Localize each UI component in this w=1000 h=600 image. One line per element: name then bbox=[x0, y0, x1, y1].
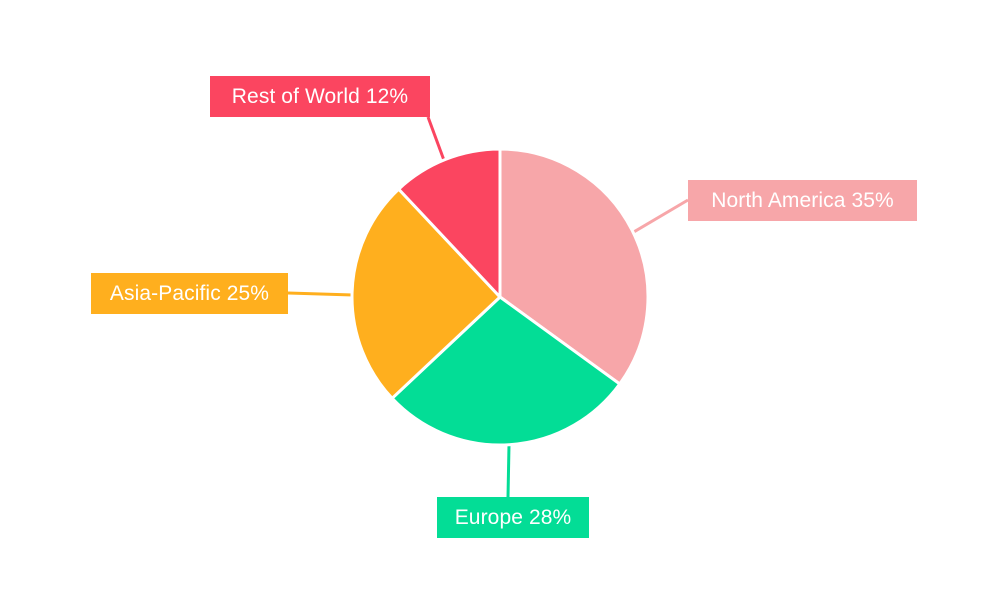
leader-line bbox=[631, 198, 689, 235]
leader-lines bbox=[287, 116, 689, 498]
pie-slice-rest-of-world[interactable] bbox=[397, 147, 502, 299]
pie-wedges bbox=[350, 147, 650, 447]
slice-label-asia-pacific: Asia-Pacific 25% bbox=[91, 273, 288, 314]
leader-line bbox=[287, 291, 354, 297]
leader-line bbox=[506, 444, 511, 498]
pie-slice-asia-pacific[interactable] bbox=[350, 187, 502, 400]
pie-slice-europe[interactable] bbox=[390, 295, 622, 447]
slice-label-rest-of-world: Rest of World 12% bbox=[210, 76, 430, 117]
slice-label-north-america: North America 35% bbox=[688, 180, 917, 221]
leader-line bbox=[426, 116, 447, 164]
pie-slice-north-america[interactable] bbox=[498, 147, 650, 386]
slice-label-europe: Europe 28% bbox=[437, 497, 589, 538]
